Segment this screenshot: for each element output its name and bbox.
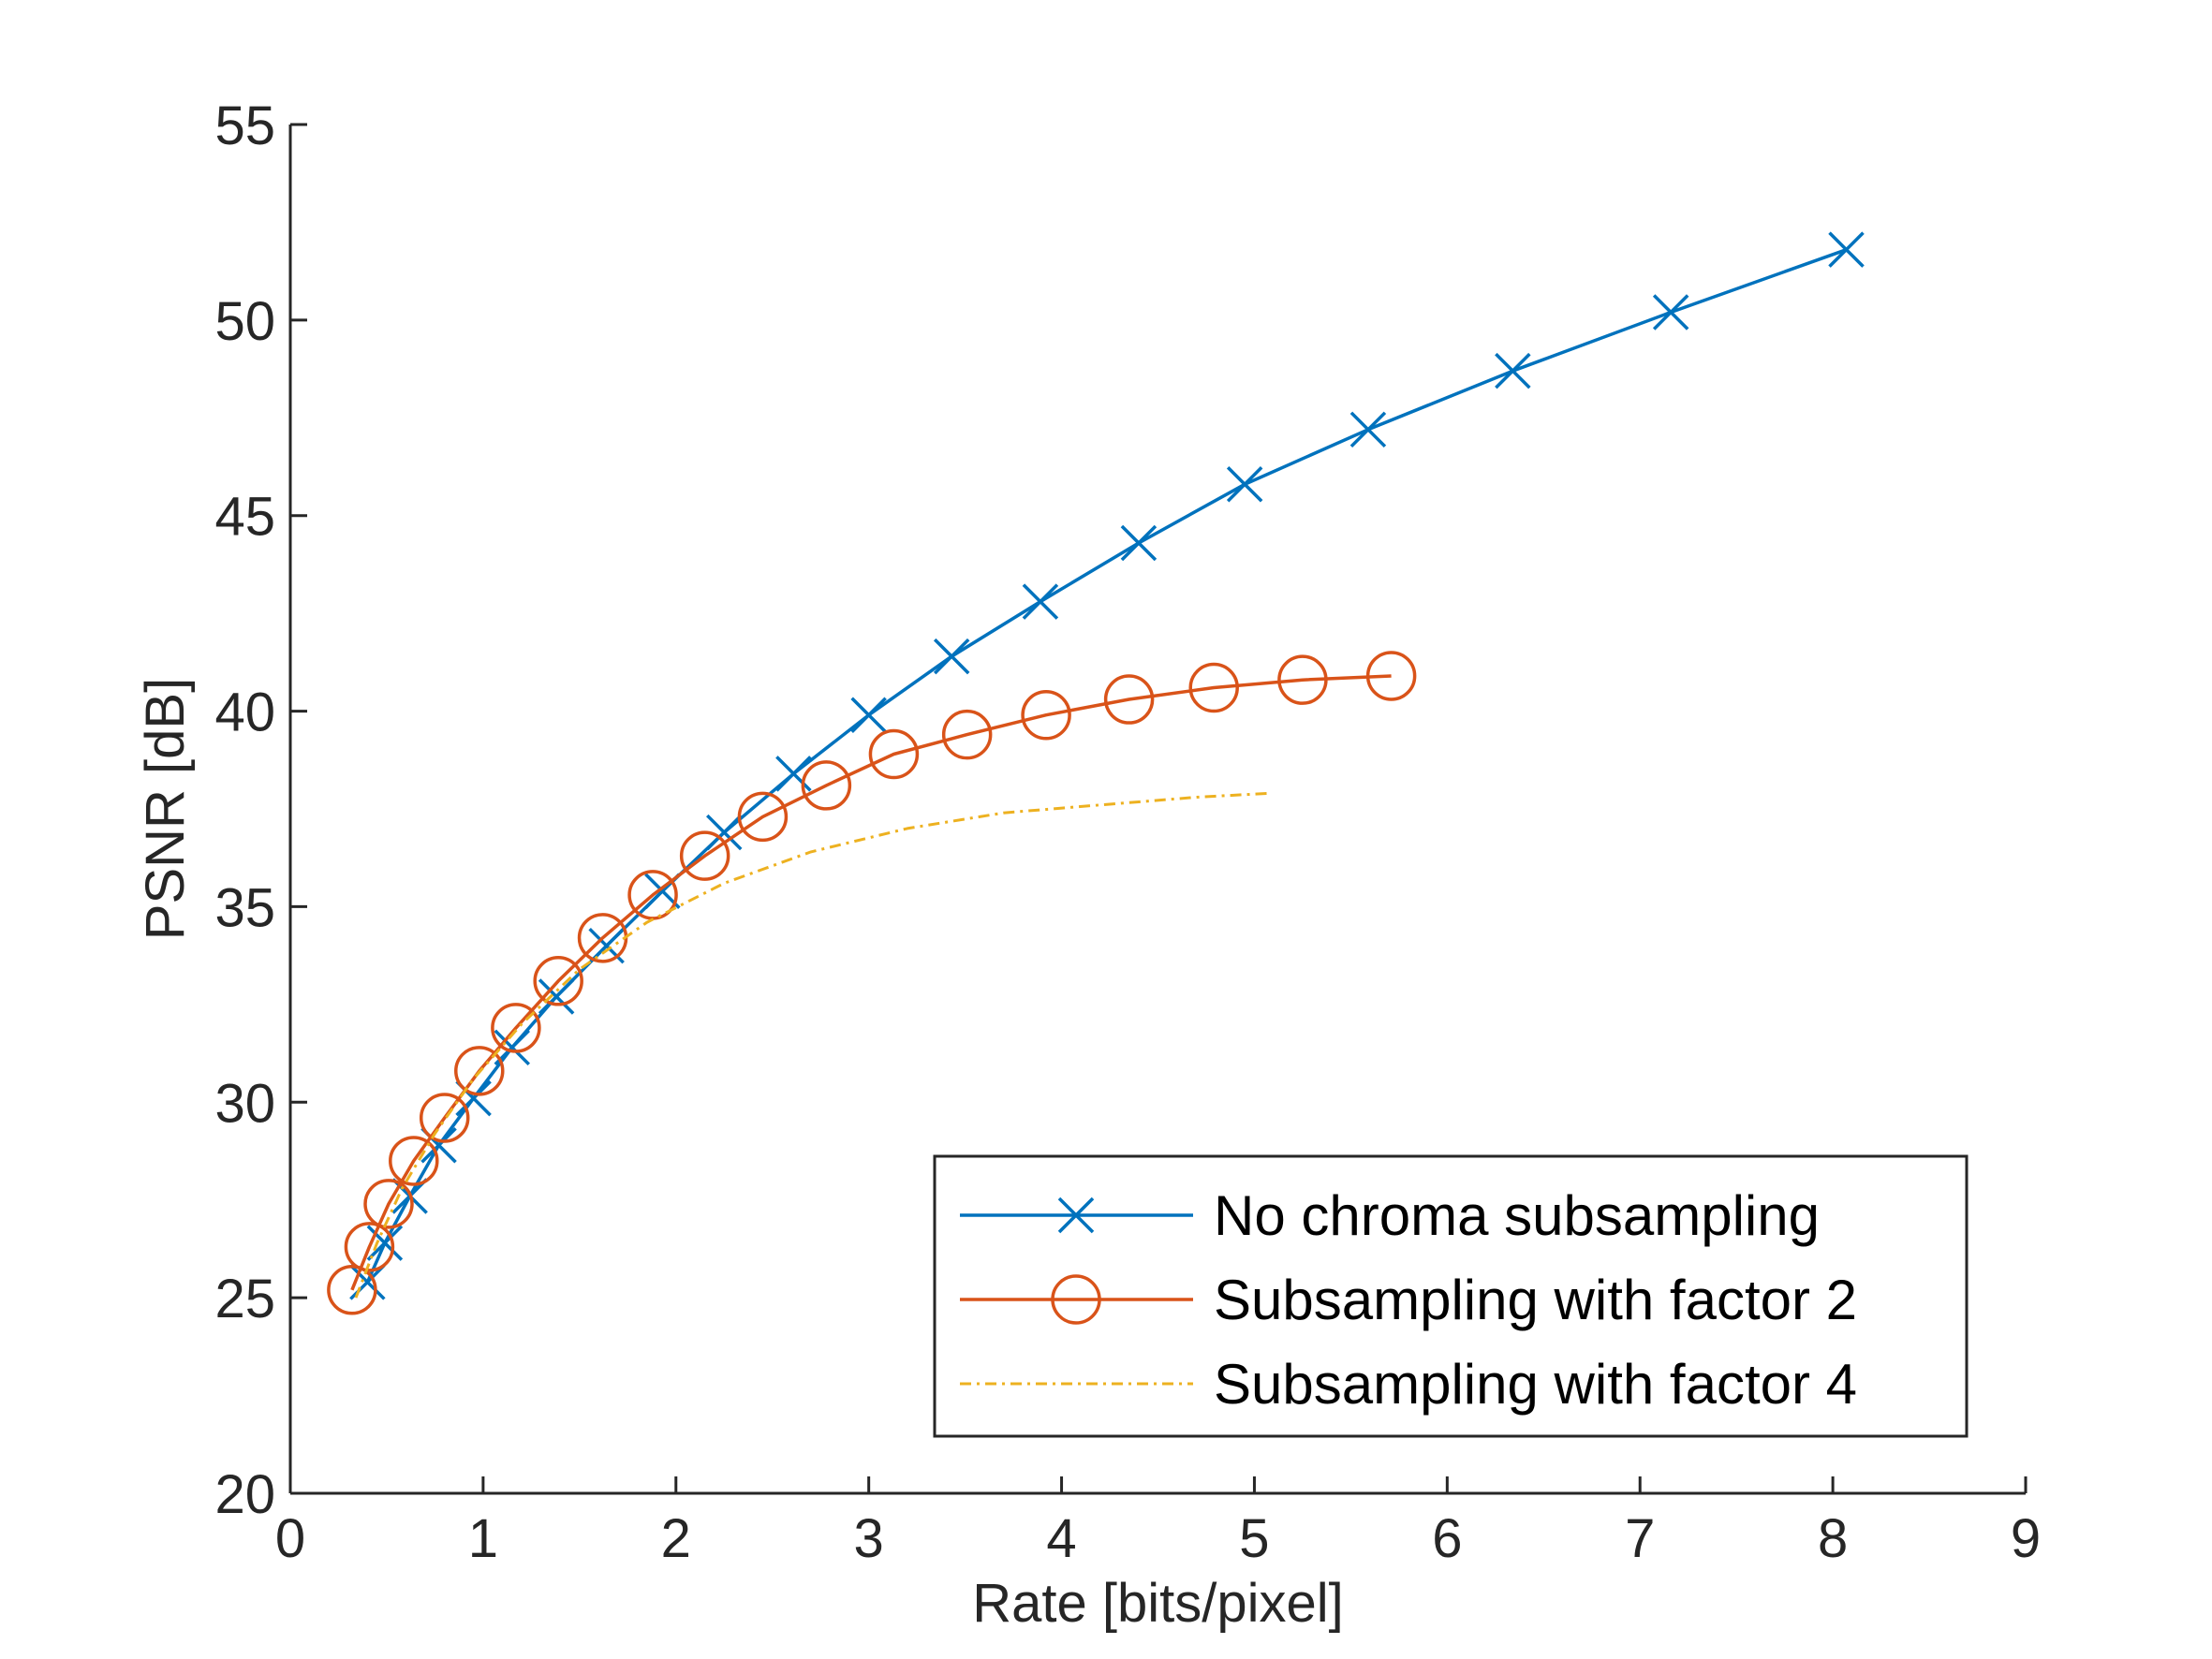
y-tick-label: 20 — [214, 1464, 275, 1525]
series-3 — [354, 791, 1270, 1299]
x-tick-label: 0 — [275, 1508, 305, 1569]
legend-entry: Subsampling with factor 4 — [960, 1353, 1857, 1416]
y-tick-label: 50 — [214, 291, 275, 352]
data-point — [1022, 583, 1059, 620]
data-point — [850, 697, 887, 733]
data-point — [868, 728, 920, 780]
data-point — [706, 814, 743, 851]
data-point — [737, 791, 789, 843]
x-tick-label: 5 — [1239, 1508, 1269, 1569]
legend-marker — [1051, 1274, 1101, 1325]
x-tick-label: 3 — [854, 1508, 884, 1569]
data-point — [344, 1222, 395, 1272]
data-point — [363, 1179, 414, 1229]
x-tick-label: 6 — [1432, 1508, 1462, 1569]
data-point — [366, 1225, 404, 1261]
data-point — [1188, 662, 1239, 713]
data-point — [1495, 352, 1531, 389]
data-point — [679, 830, 730, 881]
data-point — [801, 760, 852, 811]
x-tick-label: 8 — [1818, 1508, 1848, 1569]
y-axis-title: PSNR [dB] — [135, 678, 196, 940]
series-layer — [327, 231, 1865, 1315]
y-tick-label: 25 — [214, 1269, 275, 1329]
data-point — [1652, 294, 1689, 330]
data-point — [933, 638, 970, 675]
legend-entry: No chroma subsampling — [960, 1184, 1820, 1247]
data-point — [419, 1093, 470, 1143]
series-line — [365, 248, 1848, 1284]
data-point — [1365, 651, 1417, 701]
data-point — [1226, 466, 1263, 503]
legend-marker — [1057, 1197, 1095, 1234]
y-tick-label: 55 — [214, 95, 275, 156]
series-line — [350, 674, 1392, 1291]
data-point — [454, 1046, 505, 1096]
data-point — [533, 956, 583, 1006]
y-tick-label: 45 — [214, 487, 275, 548]
x-tick-label: 9 — [2011, 1508, 2041, 1569]
series-line — [354, 791, 1270, 1299]
data-point — [1277, 654, 1328, 705]
data-point — [1021, 689, 1071, 741]
y-tick-label: 40 — [214, 683, 275, 743]
data-point — [941, 709, 993, 760]
data-point — [1828, 231, 1865, 268]
x-tick-label: 4 — [1046, 1508, 1076, 1569]
x-tick-label: 1 — [468, 1508, 498, 1569]
data-point — [389, 1136, 439, 1186]
legend-label: Subsampling with factor 2 — [1214, 1269, 1857, 1331]
legend-entry: Subsampling with factor 2 — [960, 1269, 1857, 1331]
data-point — [538, 978, 575, 1015]
x-tick-label: 2 — [661, 1508, 691, 1569]
data-point — [327, 1265, 377, 1315]
legend-label: Subsampling with factor 4 — [1214, 1353, 1857, 1416]
x-tick-label: 7 — [1625, 1508, 1655, 1569]
data-point — [1103, 674, 1155, 725]
x-axis-title: Rate [bits/pixel] — [972, 1573, 1344, 1634]
data-point — [1120, 524, 1158, 562]
legend-box — [933, 1154, 1969, 1438]
data-point — [491, 1003, 541, 1053]
legend: No chroma subsampling Subsampling with fa… — [933, 1154, 1969, 1438]
series-2 — [327, 651, 1417, 1315]
y-tick-label: 30 — [214, 1073, 275, 1134]
data-point — [775, 756, 812, 792]
y-tick-label: 35 — [214, 877, 275, 938]
legend-label: No chroma subsampling — [1214, 1184, 1820, 1247]
data-point — [1349, 411, 1387, 448]
series-1 — [349, 231, 1865, 1300]
